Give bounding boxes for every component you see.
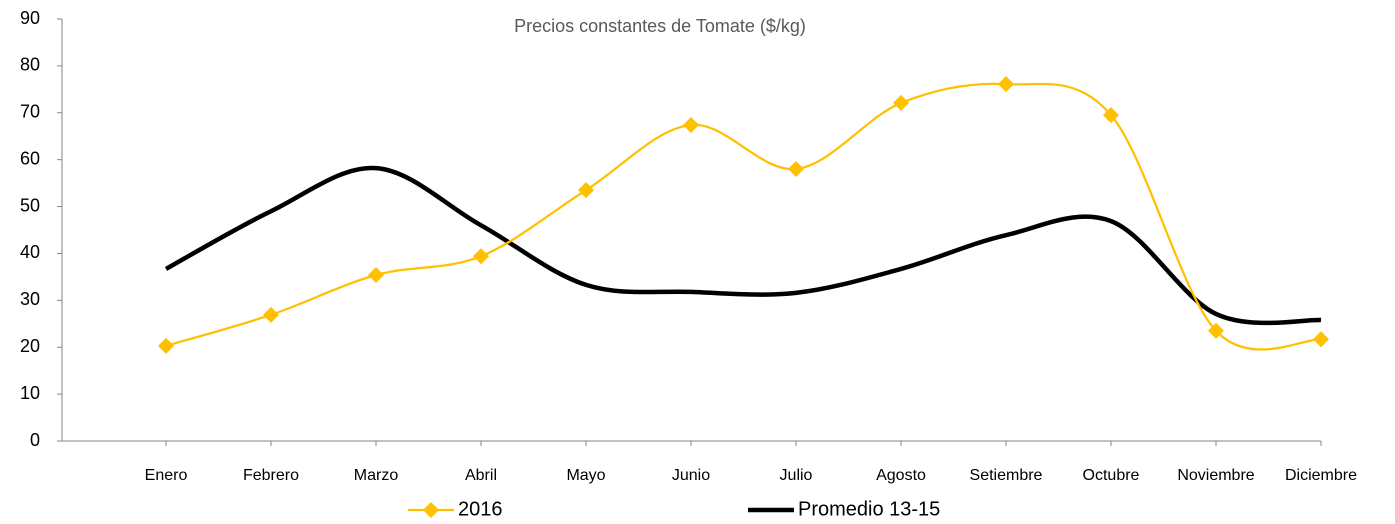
data-point [1103, 107, 1119, 124]
x-tick-label: Mayo [566, 467, 605, 484]
y-tick-label: 90 [20, 8, 40, 28]
x-tick-label: Abril [465, 467, 497, 484]
data-point [788, 161, 804, 178]
x-tick-label: Agosto [876, 467, 926, 484]
chart-title: Precios constantes de Tomate ($/kg) [514, 16, 806, 36]
x-tick-label: Marzo [354, 467, 399, 484]
data-point [998, 76, 1014, 93]
x-tick-label: Enero [145, 467, 188, 484]
data-point [683, 116, 699, 133]
series-line [164, 165, 1322, 326]
x-tick-label: Octubre [1083, 467, 1140, 484]
data-point [578, 182, 594, 199]
data-point [1208, 322, 1224, 339]
x-tick-label: Noviembre [1177, 467, 1254, 484]
data-point [473, 248, 489, 265]
x-tick-label: Junio [672, 467, 710, 484]
series-line [165, 82, 1322, 351]
x-tick-label: Julio [780, 467, 813, 484]
x-tick-label: Setiembre [970, 467, 1043, 484]
y-tick-label: 30 [20, 289, 40, 309]
data-point [158, 337, 174, 354]
legend-marker [423, 502, 439, 518]
y-tick-label: 60 [20, 148, 40, 168]
y-tick-label: 20 [20, 336, 40, 356]
data-point [263, 306, 279, 323]
y-tick-label: 40 [20, 242, 40, 262]
data-point [368, 267, 384, 284]
legend-label: 2016 [458, 498, 503, 520]
x-tick-label: Febrero [243, 467, 299, 484]
y-tick-label: 50 [20, 195, 40, 215]
legend-label: Promedio 13-15 [798, 498, 940, 520]
y-tick-label: 10 [20, 383, 40, 403]
x-tick-label: Diciembre [1285, 467, 1357, 484]
y-tick-label: 80 [20, 55, 40, 75]
y-tick-label: 70 [20, 102, 40, 122]
y-tick-label: 0 [30, 430, 40, 450]
data-point [1313, 331, 1329, 348]
data-point [893, 94, 909, 111]
